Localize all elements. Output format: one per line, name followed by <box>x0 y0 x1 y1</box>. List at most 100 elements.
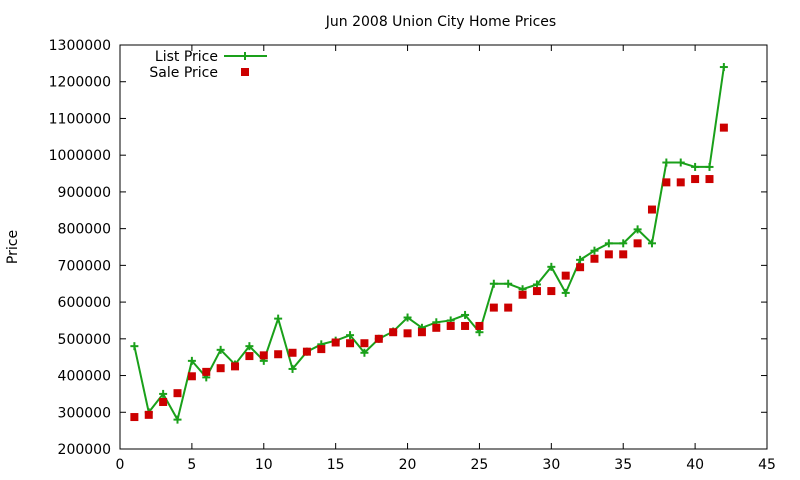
legend-label-sale-price: Sale Price <box>149 65 218 81</box>
list-price-point <box>461 310 470 319</box>
sale-price-point <box>389 328 398 337</box>
sale-price-point <box>633 239 642 248</box>
list-price-point <box>274 314 283 323</box>
x-tick-label: 20 <box>399 457 417 473</box>
sale-price-point <box>590 254 599 263</box>
list-price-point <box>691 162 700 171</box>
sale-price-point <box>446 321 455 330</box>
sale-price-point <box>331 338 340 347</box>
y-tick-label: 1200000 <box>49 75 111 91</box>
list-price-point <box>346 331 355 340</box>
sale-price-point <box>489 303 498 312</box>
list-price-point <box>705 162 714 171</box>
x-tick-label: 10 <box>255 457 273 473</box>
y-tick-label: 700000 <box>58 258 111 274</box>
x-tick-label: 0 <box>116 457 125 473</box>
sale-price-point <box>561 271 570 280</box>
x-tick-label: 15 <box>327 457 345 473</box>
sale-price-point <box>403 329 412 338</box>
y-tick-label: 300000 <box>58 405 111 421</box>
x-tick-label: 30 <box>542 457 560 473</box>
y-tick-label: 1000000 <box>49 148 111 164</box>
sale-price-point <box>173 389 182 398</box>
sale-price-point <box>547 287 556 296</box>
sale-price-point <box>518 290 527 299</box>
sale-price-point <box>144 410 153 419</box>
sale-price-point <box>130 413 139 422</box>
sale-price-point <box>691 175 700 184</box>
list-price-point <box>130 342 139 351</box>
y-tick-label: 600000 <box>58 295 111 311</box>
sale-price-point <box>245 352 254 361</box>
list-price-point <box>676 158 685 167</box>
y-tick-label: 500000 <box>58 332 111 348</box>
sale-price-point <box>202 367 211 376</box>
y-tick-label: 1100000 <box>49 111 111 127</box>
list-price-point <box>604 239 613 248</box>
y-tick-label: 900000 <box>58 185 111 201</box>
x-tick-label: 5 <box>187 457 196 473</box>
list-price-point <box>360 348 369 357</box>
plot-frame <box>119 44 768 450</box>
list-price-point <box>633 225 642 234</box>
sale-price-point <box>231 362 240 371</box>
sale-price-point <box>259 351 268 360</box>
sale-price-point <box>374 334 383 343</box>
sale-price-point <box>417 328 426 337</box>
sale-price-point <box>532 287 541 296</box>
sale-price-point <box>216 364 225 373</box>
sale-price-point <box>159 397 168 406</box>
chart-title: Jun 2008 Union City Home Prices <box>325 14 556 30</box>
sale-price-point <box>576 263 585 272</box>
sale-price-point <box>432 323 441 332</box>
sale-price-point <box>475 321 484 330</box>
sale-price-point <box>604 250 613 259</box>
list-price-point <box>489 279 498 288</box>
x-tick-label: 45 <box>758 457 776 473</box>
legend-marker-sale-price <box>241 68 249 76</box>
list-price-point <box>159 389 168 398</box>
sale-price-point <box>647 205 656 214</box>
sale-price-point <box>719 123 728 132</box>
y-tick-label: 400000 <box>58 369 111 385</box>
x-tick-label: 35 <box>614 457 632 473</box>
y-axis-label: Price <box>5 230 21 264</box>
sale-price-point <box>360 339 369 348</box>
x-tick-label: 25 <box>471 457 489 473</box>
legend-marker-list-price <box>241 52 249 60</box>
sale-price-point <box>302 347 311 356</box>
list-price-point <box>547 262 556 271</box>
list-price-point <box>662 158 671 167</box>
axis-ticks: 0 5 10 15 20 25 30 35 40 45 200000 300000 400000 5000… <box>49 38 776 473</box>
list-price-point <box>576 255 585 264</box>
series-layer <box>130 63 728 424</box>
legend-label-list-price: List Price <box>155 49 218 65</box>
sale-price-point <box>619 250 628 259</box>
list-price-point <box>403 313 412 322</box>
sale-price-point <box>274 350 283 359</box>
list-price-point <box>719 63 728 72</box>
list-price-point <box>245 342 254 351</box>
sale-price-point <box>317 345 326 354</box>
sale-price-point <box>346 339 355 348</box>
list-price-point <box>504 279 513 288</box>
sale-price-point <box>662 178 671 187</box>
y-tick-label: 200000 <box>58 442 111 458</box>
sale-price-point <box>461 321 470 330</box>
x-tick-label: 40 <box>686 457 704 473</box>
sale-price-point <box>504 303 513 312</box>
sale-price-point <box>187 372 196 381</box>
y-tick-label: 800000 <box>58 222 111 238</box>
list-price-point <box>288 364 297 373</box>
list-price-line <box>133 66 725 423</box>
sale-price-point <box>705 175 714 184</box>
list-price-point <box>187 356 196 365</box>
list-price-point <box>216 345 225 354</box>
list-price-point <box>619 239 628 248</box>
sale-price-point <box>676 178 685 187</box>
list-price-point <box>173 415 182 424</box>
list-price-point <box>561 288 570 297</box>
